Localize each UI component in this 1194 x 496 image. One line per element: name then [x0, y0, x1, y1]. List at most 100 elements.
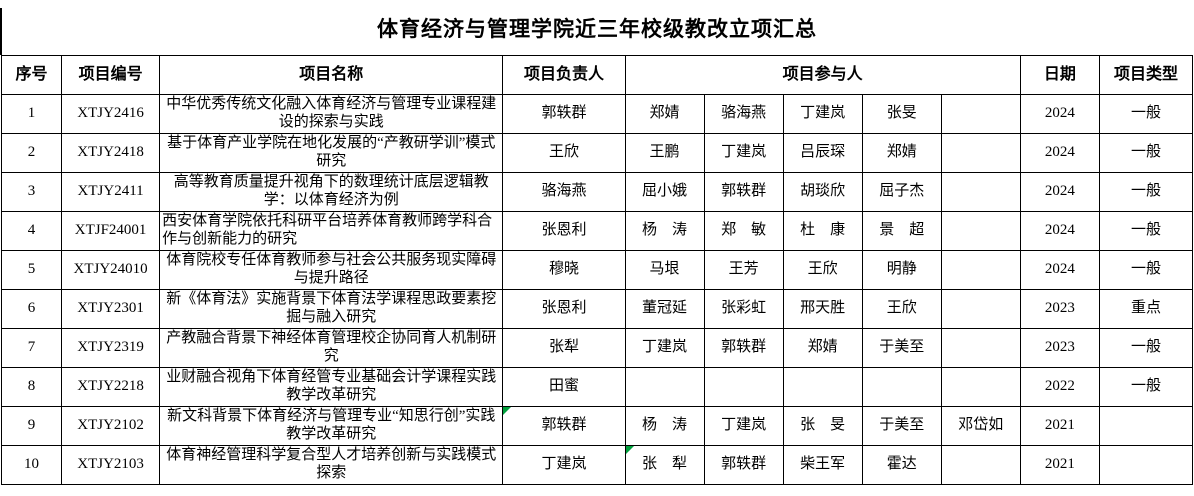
cell-project-code[interactable]: XTJY2301 [61, 289, 161, 329]
cell-project-code[interactable]: XTJY2416 [61, 94, 161, 134]
cell-project-code[interactable]: XTJY2102 [61, 406, 161, 446]
cell-project-code[interactable]: XTJY2218 [61, 367, 161, 407]
cell-participant[interactable] [940, 133, 1021, 173]
cell-participant[interactable] [940, 289, 1021, 329]
cell-type[interactable]: 一般 [1098, 367, 1194, 407]
header-type[interactable]: 项目类型 [1098, 55, 1194, 95]
cell-participant[interactable]: 郭轶群 [703, 172, 784, 212]
cell-participant[interactable]: 张彩虹 [703, 289, 784, 329]
cell-project-name[interactable]: 新《体育法》实施背景下体育法学课程思政要素挖掘与融入研究 [159, 289, 504, 329]
cell-project-code[interactable]: XTJY2103 [61, 445, 161, 485]
cell-participant[interactable]: 张旻 [861, 94, 942, 134]
cell-participant[interactable]: 景 超 [861, 211, 942, 251]
cell-type[interactable]: 一般 [1098, 133, 1194, 173]
cell-participant[interactable]: 张 旻 [782, 406, 863, 446]
cell-project-name[interactable]: 业财融合视角下体育经管专业基础会计学课程实践教学改革研究 [159, 367, 504, 407]
cell-participant[interactable]: 马垠 [624, 250, 705, 290]
cell-participant[interactable]: 屈小娥 [624, 172, 705, 212]
cell-participant[interactable]: 王芳 [703, 250, 784, 290]
cell-participant[interactable]: 明静 [861, 250, 942, 290]
cell-participant[interactable]: 杜 康 [782, 211, 863, 251]
cell-type[interactable]: 一般 [1098, 211, 1194, 251]
cell-index[interactable]: 10 [0, 445, 63, 485]
cell-participant[interactable] [624, 367, 705, 407]
cell-participant[interactable]: 丁建岚 [703, 406, 784, 446]
cell-participant[interactable]: 王鹏 [624, 133, 705, 173]
cell-index[interactable]: 5 [0, 250, 63, 290]
cell-project-name[interactable]: 西安体育学院依托科研平台培养体育教师跨学科合作与创新能力的研究 [159, 211, 504, 251]
cell-leader[interactable]: 张恩利 [502, 289, 626, 329]
cell-participant[interactable]: 于美至 [861, 328, 942, 368]
cell-participant[interactable] [940, 367, 1021, 407]
cell-participant[interactable] [703, 367, 784, 407]
cell-participant[interactable]: 郑婧 [782, 328, 863, 368]
header-name[interactable]: 项目名称 [159, 55, 504, 95]
cell-date[interactable]: 2024 [1019, 211, 1100, 251]
cell-leader[interactable]: 张犁 [502, 328, 626, 368]
cell-type[interactable]: 重点 [1098, 289, 1194, 329]
cell-leader[interactable]: 郭轶群 [502, 94, 626, 134]
cell-participant[interactable] [782, 367, 863, 407]
cell-index[interactable]: 9 [0, 406, 63, 446]
cell-date[interactable]: 2022 [1019, 367, 1100, 407]
cell-date[interactable]: 2024 [1019, 133, 1100, 173]
cell-participant[interactable]: 郑婧 [624, 94, 705, 134]
cell-participant[interactable]: 丁建岚 [782, 94, 863, 134]
cell-project-name[interactable]: 产教融合背景下神经体育管理校企协同育人机制研究 [159, 328, 504, 368]
cell-participant[interactable] [940, 445, 1021, 485]
cell-participant[interactable]: 董冠延 [624, 289, 705, 329]
cell-type[interactable]: 一般 [1098, 250, 1194, 290]
cell-leader[interactable]: 张恩利 [502, 211, 626, 251]
cell-project-name[interactable]: 体育神经管理科学复合型人才培养创新与实践模式探索 [159, 445, 504, 485]
cell-index[interactable]: 8 [0, 367, 63, 407]
cell-participant[interactable] [940, 94, 1021, 134]
cell-leader[interactable]: 田蜜 [502, 367, 626, 407]
cell-project-name[interactable]: 新文科背景下体育经济与管理专业“知思行创”实践教学改革研究 [159, 406, 504, 446]
cell-project-code[interactable]: XTJY24010 [61, 250, 161, 290]
cell-participant[interactable]: 郑婧 [861, 133, 942, 173]
cell-project-name[interactable]: 基于体育产业学院在地化发展的“产教研学训”模式研究 [159, 133, 504, 173]
cell-participant[interactable]: 骆海燕 [703, 94, 784, 134]
cell-participant[interactable] [861, 367, 942, 407]
cell-date[interactable]: 2024 [1019, 250, 1100, 290]
cell-leader[interactable]: 骆海燕 [502, 172, 626, 212]
cell-participant[interactable]: 郑 敏 [703, 211, 784, 251]
cell-participant[interactable]: 王欣 [861, 289, 942, 329]
header-date[interactable]: 日期 [1019, 55, 1100, 95]
cell-participant[interactable] [940, 328, 1021, 368]
header-index[interactable]: 序号 [0, 55, 63, 95]
cell-participant[interactable]: 郭轶群 [703, 328, 784, 368]
cell-participant[interactable]: 王欣 [782, 250, 863, 290]
cell-participant[interactable]: 丁建岚 [624, 328, 705, 368]
cell-participant[interactable]: 丁建岚 [703, 133, 784, 173]
cell-participant[interactable] [940, 172, 1021, 212]
cell-participant[interactable]: 胡琰欣 [782, 172, 863, 212]
cell-leader[interactable]: 王欣 [502, 133, 626, 173]
cell-type[interactable]: 一般 [1098, 328, 1194, 368]
cell-participant[interactable]: 邢天胜 [782, 289, 863, 329]
cell-participant[interactable]: 霍达 [861, 445, 942, 485]
header-participants[interactable]: 项目参与人 [624, 55, 1021, 95]
cell-project-name[interactable]: 中华优秀传统文化融入体育经济与管理专业课程建设的探索与实践 [159, 94, 504, 134]
cell-participant[interactable]: 于美至 [861, 406, 942, 446]
cell-index[interactable]: 6 [0, 289, 63, 329]
cell-participant[interactable]: 邓岱如 [940, 406, 1021, 446]
cell-leader[interactable]: 丁建岚 [502, 445, 626, 485]
cell-index[interactable]: 3 [0, 172, 63, 212]
header-code[interactable]: 项目编号 [61, 55, 161, 95]
cell-index[interactable]: 2 [0, 133, 63, 173]
cell-index[interactable]: 7 [0, 328, 63, 368]
cell-participant[interactable]: 吕辰琛 [782, 133, 863, 173]
cell-project-name[interactable]: 高等教育质量提升视角下的数理统计底层逻辑教学：以体育经济为例 [159, 172, 504, 212]
cell-date[interactable]: 2024 [1019, 172, 1100, 212]
cell-project-code[interactable]: XTJY2319 [61, 328, 161, 368]
cell-participant[interactable]: 张 犁 [624, 445, 705, 485]
cell-participant[interactable]: 杨 涛 [624, 211, 705, 251]
cell-date[interactable]: 2021 [1019, 445, 1100, 485]
cell-participant[interactable] [940, 211, 1021, 251]
cell-participant[interactable] [940, 250, 1021, 290]
cell-type[interactable]: 一般 [1098, 172, 1194, 212]
cell-leader[interactable]: 穆晓 [502, 250, 626, 290]
cell-type[interactable] [1098, 406, 1194, 446]
cell-participant[interactable]: 柴王军 [782, 445, 863, 485]
